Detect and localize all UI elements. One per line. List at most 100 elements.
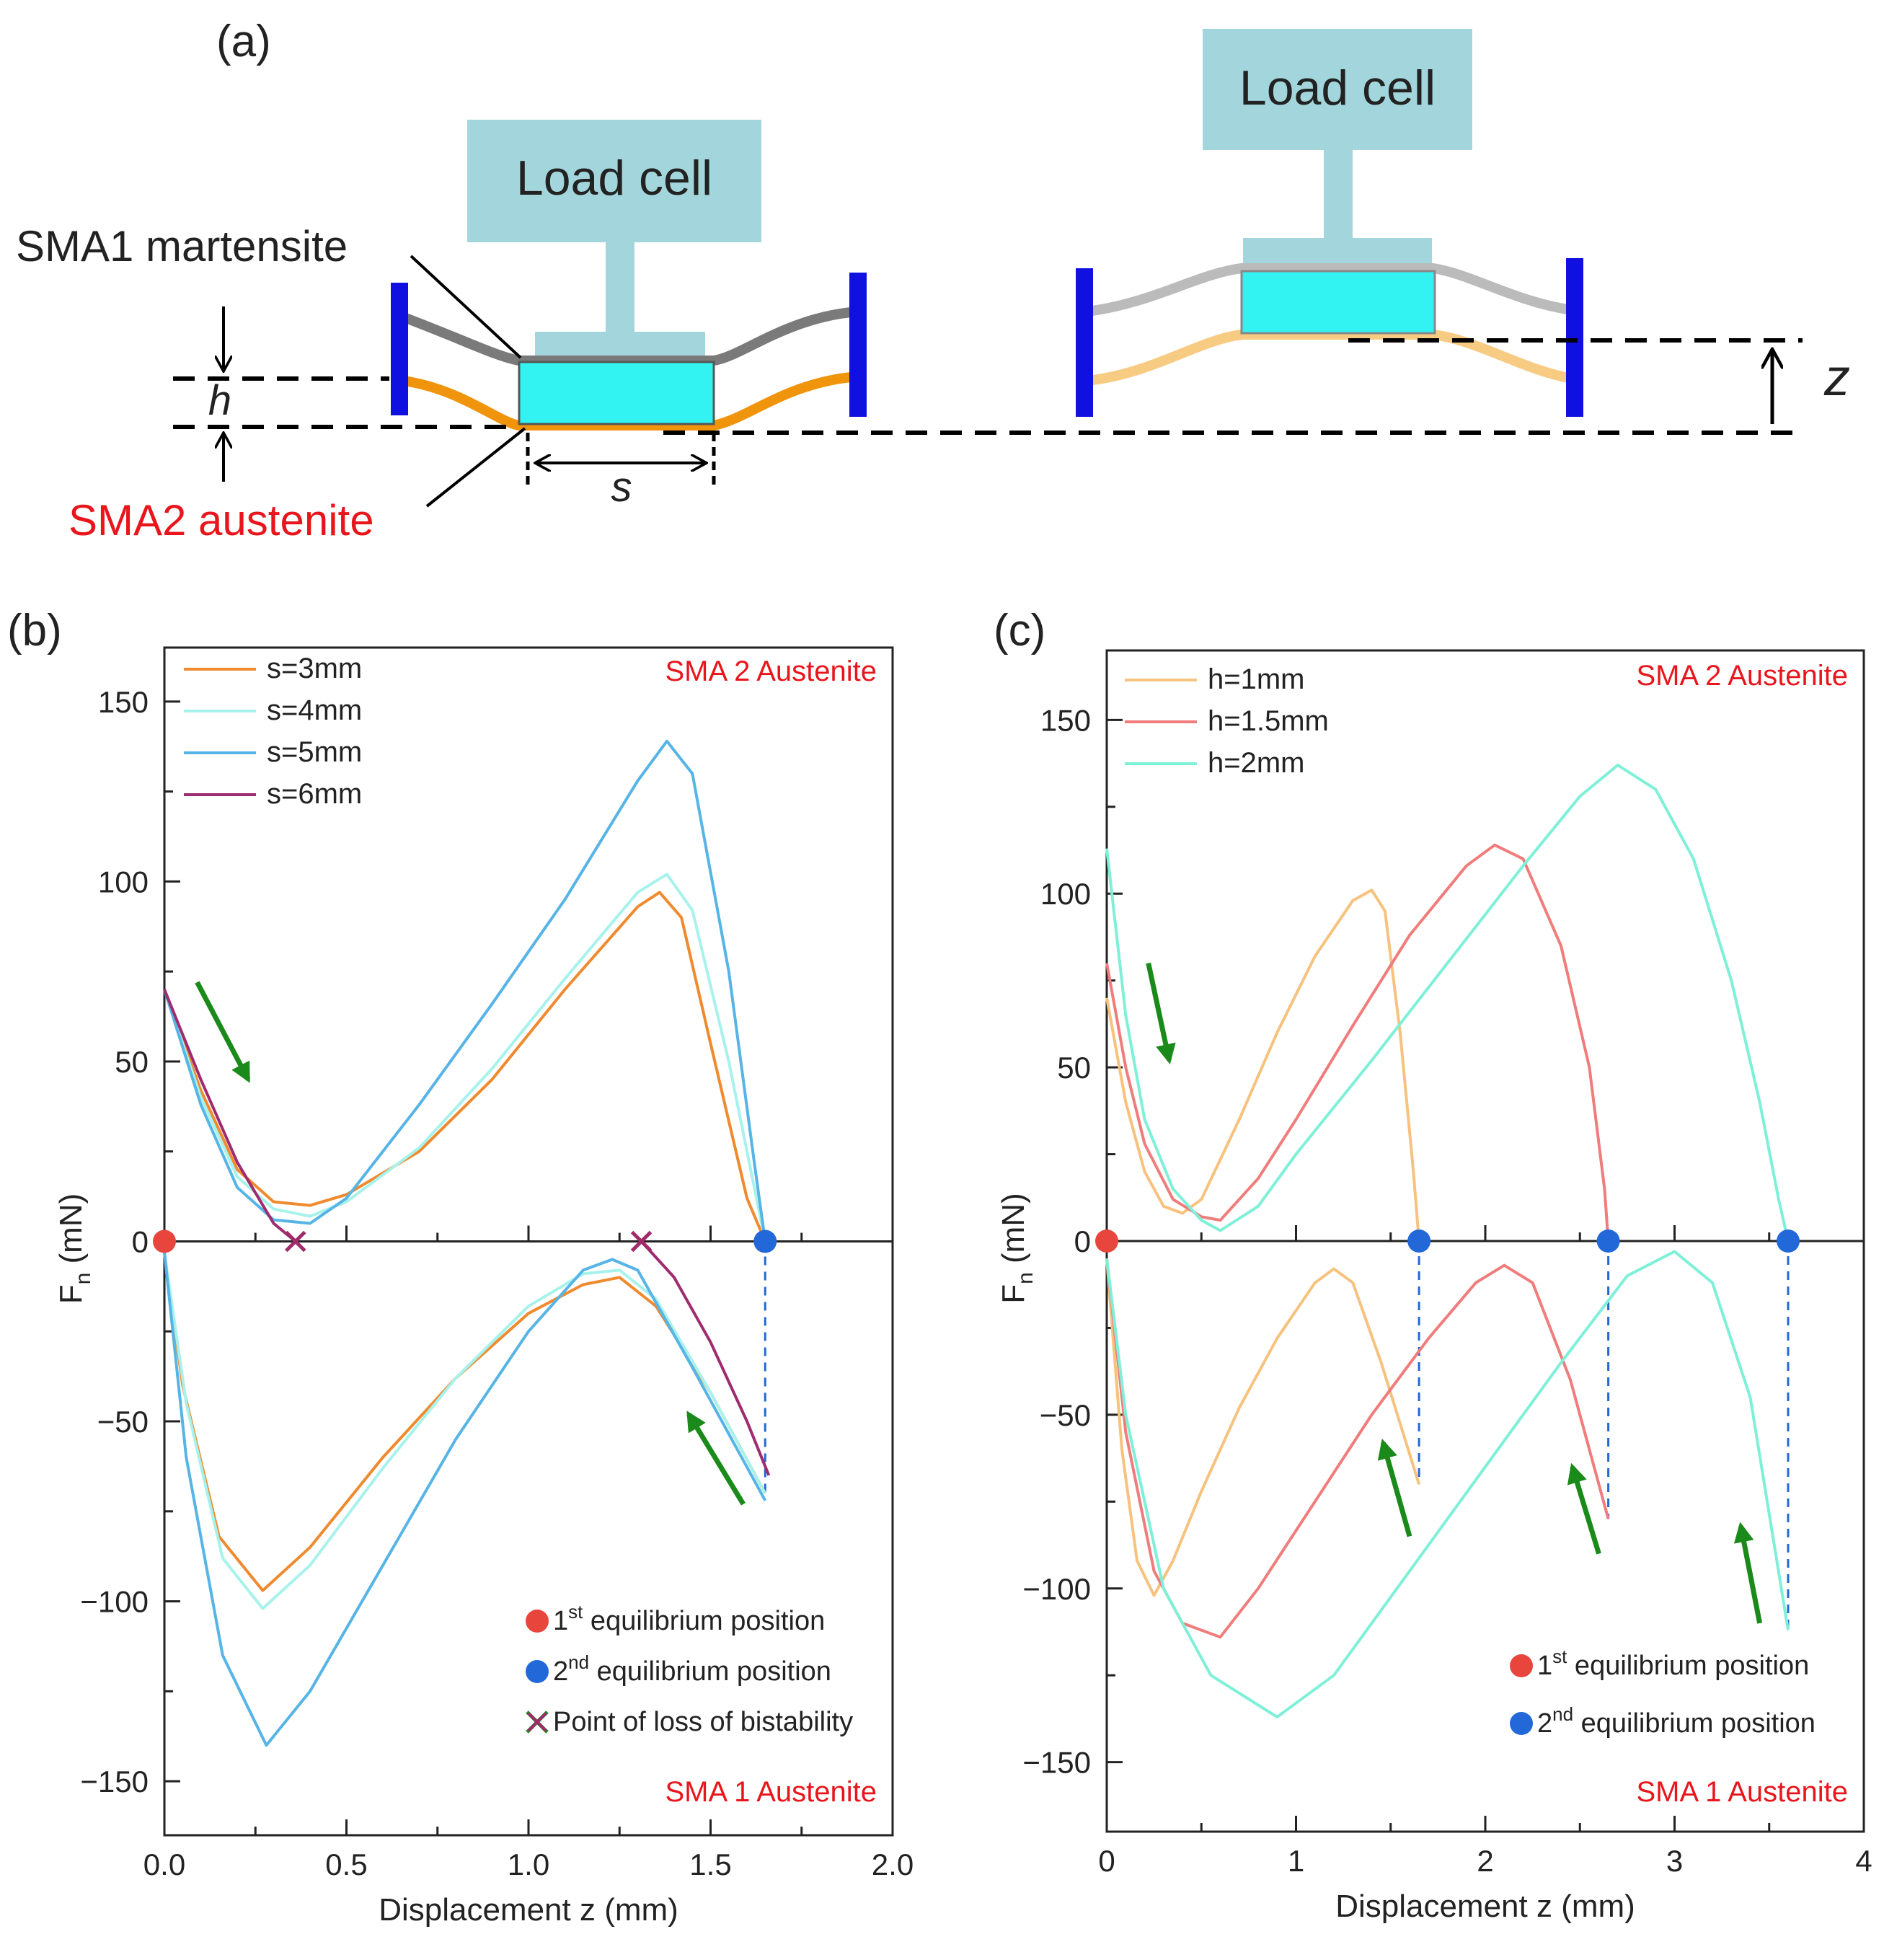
y-tick-label: 150	[1040, 703, 1091, 737]
x-tick-label: 0	[1098, 1844, 1115, 1878]
panel-label-c: (c)	[994, 606, 1045, 655]
legend-loss-marker	[526, 1710, 549, 1734]
legend-label: s=5mm	[267, 736, 362, 768]
y-tick-label: 150	[98, 685, 149, 719]
x-tick-label: 1	[1288, 1844, 1304, 1878]
legend-marker-label: 2nd equilibrium position	[1537, 1703, 1816, 1739]
panel-label-b: (b)	[7, 606, 62, 655]
x-tick-label: 2.0	[872, 1848, 914, 1881]
annotation-sma1-austenite: SMA 1 Austenite	[665, 1776, 877, 1808]
x-tick-label: 1.0	[508, 1848, 549, 1881]
chart-c: (c) 0 1 2 3 4 150 100 50 0 −50 −100 −150 Displacemen…	[994, 606, 1872, 1924]
legend-marker-label: 1st equilibrium position	[1537, 1646, 1809, 1681]
s-label: s	[611, 464, 632, 511]
wall-left-2	[849, 273, 867, 417]
x-tick-label: 1.5	[689, 1848, 731, 1881]
series-line-s6mm-loading	[163, 989, 297, 1243]
loss-of-bistability-marker	[285, 1230, 306, 1253]
series-line-h1p5mm-unloading	[1105, 1258, 1610, 1639]
y-tick-label: −50	[1040, 1398, 1091, 1432]
series-line-h2mm-unloading	[1105, 1250, 1790, 1718]
legend-eq2-marker	[526, 1660, 549, 1683]
panel-label-a: (a)	[216, 17, 271, 66]
series-line-h1mm-unloading	[1105, 1258, 1421, 1597]
load-cell-left-plate	[535, 332, 705, 356]
eq1-marker	[153, 1230, 176, 1253]
legend-label: s=3mm	[267, 653, 362, 684]
direction-arrow	[195, 981, 251, 1083]
direction-arrow	[1146, 962, 1176, 1064]
series-line-s6mm-unloading	[640, 1240, 771, 1476]
x-tick-label: 0.0	[143, 1848, 185, 1881]
wall-left-1	[391, 283, 408, 415]
y-tick-label: −150	[1022, 1746, 1091, 1780]
annotation-sma1-austenite: SMA 1 Austenite	[1636, 1776, 1848, 1808]
sma2-wire-left	[402, 371, 859, 431]
y-axis-label: Fn (mN)	[53, 1193, 95, 1305]
legend-label: h=2mm	[1208, 747, 1305, 779]
direction-arrow	[1733, 1522, 1763, 1624]
block-right	[1240, 270, 1436, 335]
series-line-s4mm-loading	[163, 873, 767, 1242]
eq2-marker	[1777, 1230, 1800, 1253]
sma1-label: SMA1 martensite	[16, 222, 348, 270]
annotation-sma2-austenite: SMA 2 Austenite	[665, 655, 877, 687]
eq2-marker	[753, 1230, 777, 1253]
series-line-h1mm-loading	[1105, 888, 1421, 1242]
series-line-s3mm-unloading	[163, 1252, 767, 1592]
y-tick-label: 50	[1057, 1051, 1091, 1085]
loss-of-bistability-marker	[630, 1230, 653, 1253]
legend-marker-label: Point of loss of bistability	[553, 1707, 853, 1737]
y-tick-label: −150	[80, 1765, 149, 1798]
eq2-marker	[1596, 1230, 1620, 1253]
y-tick-label: −50	[97, 1405, 149, 1439]
sma1-wire-right	[1087, 263, 1573, 317]
load-cell-right-body	[1203, 29, 1472, 150]
series-line-s5mm-loading	[163, 739, 767, 1242]
legend-label: s=4mm	[267, 694, 362, 726]
x-tick-label: 0.5	[325, 1848, 367, 1881]
load-cell-left-label: Load cell	[516, 151, 712, 206]
y-axis-label: Fn (mN)	[996, 1193, 1038, 1304]
direction-arrow	[1377, 1439, 1412, 1537]
eq1-marker	[1095, 1230, 1118, 1253]
wall-right-1	[1076, 268, 1093, 417]
load-cell-left-stem	[606, 242, 634, 332]
load-cell-right-stem	[1324, 150, 1353, 238]
series-line-h1p5mm-loading	[1105, 843, 1610, 1242]
legend-label: h=1.5mm	[1208, 705, 1329, 737]
load-cell-left-body	[467, 120, 761, 242]
y-tick-label: 100	[98, 865, 149, 899]
h-label: h	[208, 377, 231, 424]
y-tick-label: 0	[132, 1225, 149, 1259]
left-configuration: Load cell h s SMA1 ma	[16, 120, 1803, 544]
chart-b: (b) 0.0 0.5 1.0 1.5 2.0 150 100 50 0 −50 −100 −150 D…	[7, 606, 914, 1928]
z-label: z	[1823, 349, 1850, 407]
block-left	[518, 361, 715, 425]
series-line-s5mm-unloading	[163, 1252, 767, 1747]
wall-right-2	[1566, 258, 1583, 417]
right-configuration: Load cell z	[1076, 29, 1850, 424]
y-tick-label: 0	[1074, 1224, 1091, 1258]
eq2-marker	[1407, 1230, 1431, 1253]
legend-label: h=1mm	[1208, 663, 1305, 695]
direction-arrow	[1567, 1462, 1601, 1555]
legend-marker-label: 1st equilibrium position	[553, 1601, 825, 1636]
y-tick-label: −100	[80, 1585, 149, 1619]
legend-eq2-marker	[1510, 1712, 1533, 1735]
annotation-sma2-austenite: SMA 2 Austenite	[1636, 660, 1848, 692]
legend-eq1-marker	[1510, 1654, 1533, 1677]
y-tick-label: −100	[1022, 1572, 1091, 1606]
direction-arrow	[686, 1411, 746, 1506]
sma2-wire-right	[1087, 330, 1573, 386]
legend-marker-label: 2nd equilibrium position	[553, 1651, 831, 1687]
load-cell-right-plate	[1243, 238, 1432, 265]
x-tick-label: 2	[1477, 1844, 1493, 1878]
load-cell-right-label: Load cell	[1239, 61, 1436, 115]
x-axis-label: Displacement z (mm)	[1335, 1889, 1635, 1924]
sma1-leader-line	[410, 255, 522, 359]
y-tick-label: 50	[115, 1045, 149, 1079]
x-axis-label: Displacement z (mm)	[379, 1892, 678, 1928]
y-tick-label: 100	[1040, 877, 1091, 911]
